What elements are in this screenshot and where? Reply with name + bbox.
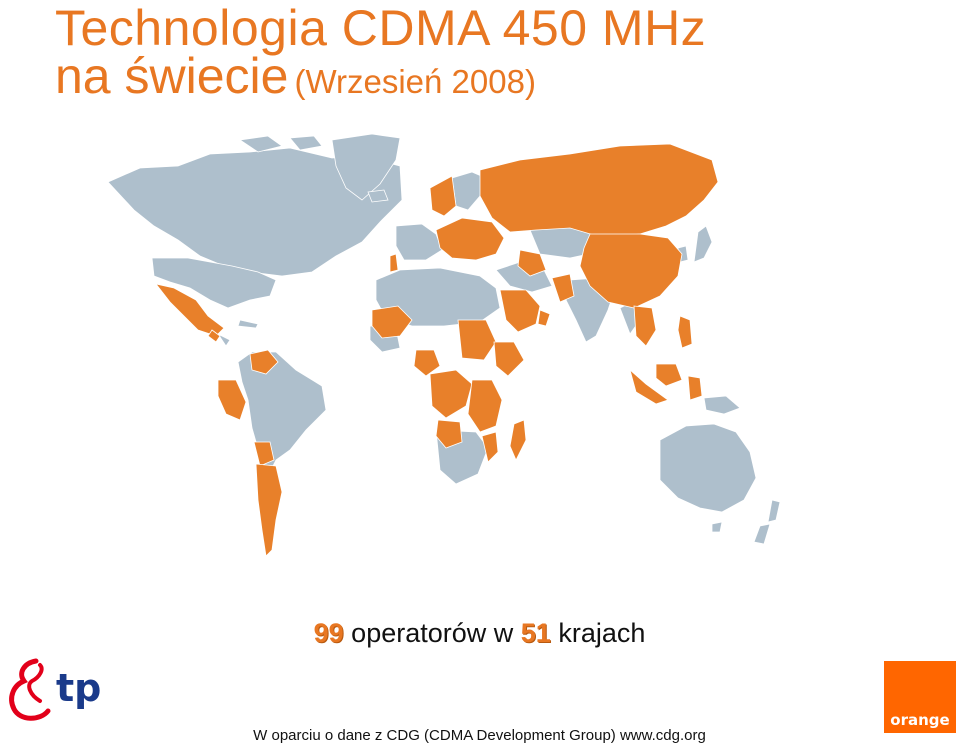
tp-logo: tp	[9, 658, 101, 721]
title-date: (Wrzesień 2008)	[294, 63, 536, 100]
page-title: Technologia CDMA 450 MHz na świecie (Wrze…	[55, 0, 706, 110]
title-line-1: Technologia CDMA 450 MHz	[55, 0, 707, 56]
tp-logo-text: tp	[56, 666, 101, 710]
orange-logo: orange	[884, 661, 956, 733]
source-note: W oparciu o dane z CDG (CDMA Development…	[253, 727, 706, 744]
world-map	[107, 133, 781, 557]
operators-text: operatorów w	[351, 618, 514, 648]
countries-text: krajach	[558, 618, 646, 648]
title-line-2: na świecie (Wrzesień 2008)	[55, 48, 706, 110]
map-land-cdma450	[155, 143, 719, 557]
operators-count: 99	[313, 618, 344, 648]
operators-statistics: 99 operatorów w 51 krajach	[0, 618, 959, 649]
orange-logo-text: orange	[890, 711, 950, 729]
title-line-2-text: na świecie	[55, 48, 289, 104]
countries-count: 51	[520, 618, 551, 648]
